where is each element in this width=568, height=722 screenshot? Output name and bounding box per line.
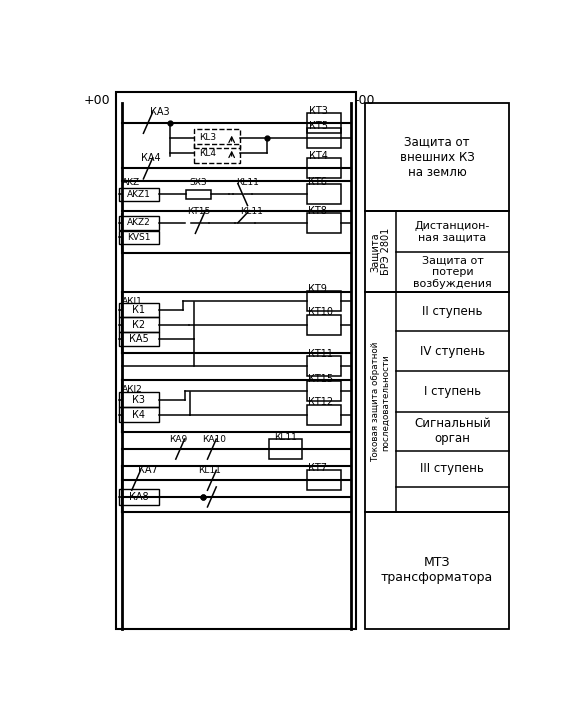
Text: AKZ1: AKZ1 xyxy=(127,190,151,199)
Bar xyxy=(119,230,159,244)
Text: IV ступень: IV ступень xyxy=(420,345,485,358)
Text: КТ12: КТ12 xyxy=(308,397,333,407)
Bar xyxy=(116,92,356,629)
Bar xyxy=(119,407,159,422)
Bar xyxy=(307,213,341,233)
Bar xyxy=(307,113,341,133)
Text: SX3: SX3 xyxy=(190,178,207,187)
Text: МТЗ
трансформатора: МТЗ трансформатора xyxy=(381,557,493,584)
Text: КТ4: КТ4 xyxy=(309,151,328,161)
Text: КТ11: КТ11 xyxy=(308,349,333,359)
Bar xyxy=(119,393,159,407)
Text: III ступень: III ступень xyxy=(420,462,485,475)
Bar xyxy=(307,185,341,204)
Text: КL11: КL11 xyxy=(240,207,264,216)
Text: Дистанцион-
ная защита: Дистанцион- ная защита xyxy=(415,221,490,243)
Text: КТ10: КТ10 xyxy=(308,308,333,318)
Bar xyxy=(365,211,509,292)
Bar xyxy=(365,103,509,211)
Text: КL4: КL4 xyxy=(199,149,216,158)
Bar xyxy=(307,291,341,311)
Text: К1: К1 xyxy=(132,305,145,315)
Bar xyxy=(307,315,341,334)
Text: КТ7: КТ7 xyxy=(308,463,327,473)
Bar xyxy=(119,318,159,332)
Text: КА4: КА4 xyxy=(141,153,161,162)
Text: -00: -00 xyxy=(355,94,375,107)
Bar xyxy=(119,489,159,505)
Text: AКI1: AКI1 xyxy=(122,297,143,305)
Text: К4: К4 xyxy=(132,409,145,419)
Text: КТ15: КТ15 xyxy=(187,207,210,216)
Bar xyxy=(269,439,302,459)
Text: Защита от
потери
возбуждения: Защита от потери возбуждения xyxy=(413,256,492,289)
Bar xyxy=(307,470,341,490)
Text: КТ3: КТ3 xyxy=(309,105,328,116)
Bar xyxy=(307,404,341,425)
Text: К3: К3 xyxy=(132,395,145,404)
Text: КТ6: КТ6 xyxy=(308,178,327,187)
Text: К2: К2 xyxy=(132,320,145,329)
Text: КА9: КА9 xyxy=(169,435,187,443)
Bar xyxy=(194,144,240,162)
Text: Токовая защита обратной
последовательности: Токовая защита обратной последовательнос… xyxy=(371,342,390,462)
Bar xyxy=(307,129,341,148)
Bar xyxy=(307,381,341,401)
Text: КТ9: КТ9 xyxy=(308,284,327,294)
Text: КТ8: КТ8 xyxy=(308,206,327,216)
Text: II ступень: II ступень xyxy=(422,305,483,318)
Text: AKZ2: AKZ2 xyxy=(127,218,151,227)
Bar xyxy=(365,512,509,629)
Text: КL11: КL11 xyxy=(198,466,221,475)
Bar xyxy=(119,216,159,230)
Text: Сигнальный
орган: Сигнальный орган xyxy=(414,417,491,445)
Text: Защита
БРЭ 2801: Защита БРЭ 2801 xyxy=(370,228,391,275)
Bar xyxy=(307,158,341,178)
Text: КА8: КА8 xyxy=(129,492,149,502)
Text: AKZ: AKZ xyxy=(122,178,140,187)
Text: КТ5: КТ5 xyxy=(309,121,328,131)
Text: КL3: КL3 xyxy=(199,133,216,142)
Bar xyxy=(119,188,159,201)
Bar xyxy=(365,292,509,512)
Text: I ступень: I ступень xyxy=(424,385,481,398)
Bar xyxy=(119,332,159,347)
Bar xyxy=(307,356,341,376)
Text: КА3: КА3 xyxy=(150,107,170,117)
Text: AКI2: AКI2 xyxy=(122,385,143,394)
Text: КА10: КА10 xyxy=(202,435,226,443)
Text: КА7: КА7 xyxy=(139,465,158,475)
Bar xyxy=(119,303,159,318)
Text: Защита от
внешних КЗ
на землю: Защита от внешних КЗ на землю xyxy=(400,136,474,179)
Text: КL11: КL11 xyxy=(274,433,297,443)
Text: KVS1: KVS1 xyxy=(127,232,151,242)
Text: КL11: КL11 xyxy=(236,178,259,187)
Text: +00: +00 xyxy=(84,94,111,107)
Text: КТ15: КТ15 xyxy=(308,374,333,384)
Bar xyxy=(194,129,240,148)
Text: КА5: КА5 xyxy=(129,334,149,344)
Bar xyxy=(186,190,211,199)
